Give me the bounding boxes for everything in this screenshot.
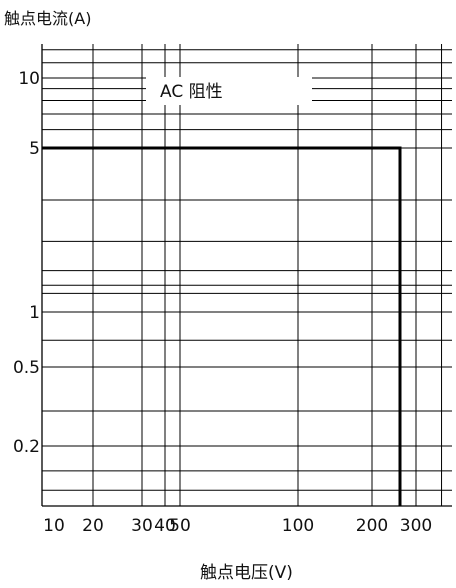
annotation-label: AC 阻性 bbox=[160, 82, 223, 102]
y-tick-label: 5 bbox=[29, 139, 40, 159]
y-axis-label: 触点电流(A) bbox=[4, 9, 91, 28]
y-tick-label: 10 bbox=[18, 69, 40, 89]
y-tick-label: 1 bbox=[29, 303, 40, 323]
vertical-gridlines bbox=[92, 44, 443, 506]
y-tick-label: 0.5 bbox=[13, 358, 40, 378]
limit-line bbox=[42, 146, 402, 506]
annotation-background bbox=[146, 77, 312, 105]
x-tick-label: 100 bbox=[282, 516, 314, 536]
x-tick-label: 20 bbox=[82, 516, 104, 536]
x-tick-label: 50 bbox=[169, 516, 191, 536]
x-axis-label: 触点电压(V) bbox=[200, 563, 293, 583]
y-tick-label: 0.2 bbox=[13, 437, 40, 457]
x-tick-label: 40 bbox=[154, 516, 176, 536]
x-tick-label: 10 bbox=[43, 516, 65, 536]
x-tick-label: 300 bbox=[400, 516, 432, 536]
horizontal-gridlines bbox=[42, 49, 452, 491]
series-layer bbox=[42, 146, 402, 506]
x-tick-label: 200 bbox=[356, 516, 388, 536]
plot-frame bbox=[41, 44, 452, 507]
y-tick-labels: 10 5 1 0.5 0.2 bbox=[13, 69, 40, 457]
x-tick-label: 30 bbox=[131, 516, 153, 536]
